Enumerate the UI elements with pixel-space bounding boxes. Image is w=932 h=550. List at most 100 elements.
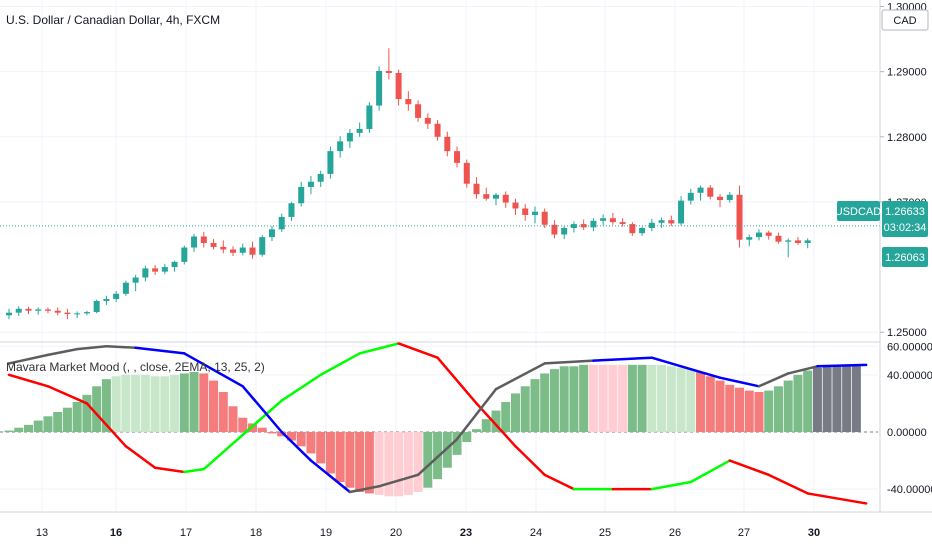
histogram-bar (491, 410, 501, 432)
histogram-bar (33, 420, 43, 432)
candle-body (512, 202, 519, 209)
histogram-bar (452, 432, 462, 455)
candle-body (755, 232, 762, 238)
histogram-bar (316, 432, 326, 464)
candle-body (531, 211, 538, 215)
indicator-tick-label: 60.00000 (887, 341, 932, 353)
countdown-text: 03:02:34 (884, 222, 927, 234)
signal-line-segment (280, 373, 322, 402)
histogram-bar (257, 427, 267, 432)
candle-body (658, 220, 665, 223)
histogram-bar (851, 364, 861, 432)
histogram-bar (111, 376, 121, 432)
indicator-title[interactable]: Mavara Market Mood (, , close, 2EMA, 13,… (6, 360, 265, 374)
candle-body (707, 187, 714, 197)
time-tick-label: 27 (738, 527, 750, 539)
symbol-tag-bg (837, 201, 880, 221)
time-tick-label: 30 (808, 527, 820, 539)
candle-body (619, 222, 626, 225)
indicator-tick-label: 40.00000 (887, 370, 932, 382)
signal-line-segment (728, 459, 770, 477)
candle-body (385, 71, 392, 73)
price-pane[interactable] (0, 48, 880, 320)
histogram-bar (277, 432, 287, 437)
histogram-bar (588, 364, 598, 432)
histogram-bar (218, 392, 228, 432)
candle-body (35, 309, 42, 311)
mood-line-segment (416, 437, 459, 477)
candle-body (785, 240, 792, 242)
candle-body (804, 240, 811, 243)
candle-body (697, 187, 704, 193)
candle-body (522, 208, 529, 215)
histogram-bar (725, 384, 735, 432)
candle-body (668, 220, 675, 224)
last-price-badge-bg (882, 201, 928, 237)
histogram-bar (579, 364, 589, 432)
mood-line-segment (183, 352, 245, 388)
signal-line-segment (543, 473, 576, 491)
mood-line-segment (650, 356, 693, 371)
candle-body (54, 310, 61, 313)
candle-body (327, 151, 334, 174)
signal-line-segment (202, 433, 245, 471)
candle-body (181, 247, 188, 262)
candle-body (317, 173, 324, 182)
histogram-bar (705, 376, 715, 432)
candle-body (473, 183, 480, 195)
histogram-bar (150, 376, 160, 432)
histogram-bar (754, 392, 764, 432)
histogram-bar (306, 432, 316, 454)
candle-body (200, 236, 207, 243)
signal-line-segment (124, 445, 157, 469)
candle-body (580, 224, 587, 228)
histogram-bar (812, 367, 822, 432)
signal-line-segment (7, 373, 50, 388)
histogram-bar (773, 386, 783, 432)
prev-price-badge-bg (882, 247, 928, 267)
candle-body (356, 128, 363, 133)
axes: 1.300001.290001.280001.270001.2500060.00… (0, 0, 932, 513)
symbol-title[interactable]: U.S. Dollar / Canadian Dollar, 4h, FXCM (6, 13, 221, 27)
mood-line-segment (543, 359, 595, 365)
time-tick-label: 25 (599, 527, 611, 539)
histogram-bar (686, 369, 696, 432)
signal-line-segment (689, 459, 732, 484)
histogram-bar (715, 380, 725, 432)
histogram-bar (4, 430, 14, 432)
candle-body (405, 99, 412, 105)
candle-body (736, 194, 743, 240)
signal-line-segment (436, 356, 478, 405)
candle-body (454, 151, 461, 163)
histogram-bar (92, 386, 102, 432)
candle-body (249, 247, 256, 255)
candle-body (268, 229, 275, 238)
indicator-pane[interactable] (0, 342, 878, 505)
mood-line-segment (757, 372, 790, 388)
price-tick-label: 1.29000 (887, 67, 927, 79)
histogram-bar (842, 366, 852, 432)
histogram-bar (657, 364, 667, 432)
histogram-bar (666, 366, 676, 432)
histogram-bar (121, 374, 131, 432)
time-tick-label: 13 (36, 527, 48, 539)
histogram-bar (23, 424, 33, 432)
mood-line-segment (348, 485, 381, 494)
mood-line-segment (309, 459, 352, 494)
histogram-bar (286, 432, 296, 441)
candle-body (424, 117, 431, 124)
candle-body (171, 261, 178, 268)
candle-body (230, 249, 237, 253)
histogram-bar (559, 366, 569, 432)
candle-body (298, 186, 305, 204)
histogram-bar (696, 372, 706, 432)
mood-line-segment (718, 376, 761, 388)
mood-line-segment (105, 345, 137, 349)
candle-body (502, 194, 509, 203)
candle-body (278, 216, 285, 230)
histogram-bar (783, 380, 793, 432)
histogram-bar (267, 432, 277, 434)
histogram-bar (501, 402, 511, 432)
signal-line-segment (183, 467, 206, 474)
